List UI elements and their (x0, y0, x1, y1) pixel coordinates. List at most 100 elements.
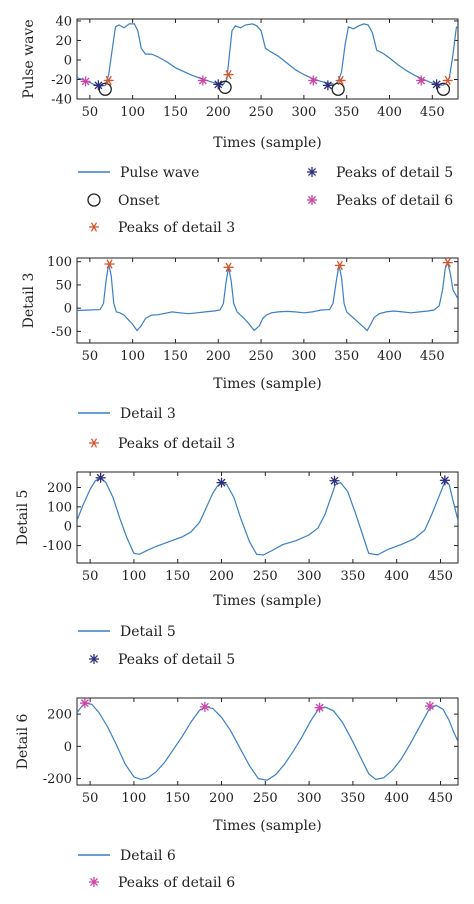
series-point (442, 75, 453, 86)
plot-frame (76, 471, 459, 564)
series-point-stroke (105, 75, 112, 86)
x-tick-label: 150 (165, 569, 190, 584)
x-tick-label: 300 (297, 569, 322, 584)
series-point-stroke (337, 75, 344, 86)
x-tick-label: 100 (122, 569, 147, 584)
x-axis-label: Times (sample) (213, 376, 321, 392)
series-point-stroke (225, 262, 232, 272)
series-point-stroke (336, 260, 343, 271)
x-tick-label: 350 (334, 349, 359, 364)
plot-frame (76, 18, 459, 100)
legend-swatch (87, 193, 101, 207)
series-point-stroke (309, 76, 318, 85)
series-point-stroke (417, 76, 426, 85)
legend-swatch (307, 167, 317, 177)
legend-label: Onset (118, 193, 160, 209)
chart-panel-1: 50 100 150 200 250 300 350 400 450 -40 -20 0 20 40 Tim… (21, 14, 459, 236)
legend-label: Peaks of detail 5 (118, 652, 235, 668)
chart-panel-2: 50 100 150 200 250 300 350 400 450 -50 0 50 100 Times… (21, 255, 459, 452)
series-point (314, 702, 325, 713)
series-point-stroke (94, 81, 103, 90)
x-tick-label: 300 (291, 105, 316, 120)
plot-area (77, 698, 458, 781)
legend: Detail 6 Peaks of detail 6 (78, 848, 235, 891)
series-point (431, 79, 442, 90)
x-axis-label: Times (sample) (213, 593, 321, 609)
series-point (331, 82, 345, 96)
x-tick-label: 400 (384, 791, 409, 806)
x-tick-label: 300 (291, 349, 316, 364)
series-point (93, 80, 104, 91)
legend-swatch (89, 438, 99, 448)
x-tick-label: 350 (334, 105, 359, 120)
legend-label: Peaks of detail 5 (336, 165, 453, 181)
series-point (329, 475, 340, 486)
y-axis-label: Pulse wave (21, 19, 37, 98)
y-tick-label: 50 (55, 278, 72, 293)
series-point-stroke (81, 77, 90, 86)
x-tick-label: 50 (82, 791, 99, 806)
series-point (436, 82, 451, 96)
y-axis-label: Detail 6 (15, 714, 31, 770)
x-tick-label: 50 (82, 105, 99, 120)
legend-swatch (307, 195, 317, 205)
series-point (95, 472, 106, 483)
y-tick-label: 200 (47, 481, 72, 496)
x-tick-label: 200 (209, 791, 234, 806)
series-point-stroke (225, 69, 232, 80)
series-point (213, 79, 224, 90)
y-axis-label: Detail 5 (15, 490, 31, 546)
x-tick-label: 350 (340, 569, 365, 584)
x-tick-label: 100 (120, 349, 145, 364)
x-tick-label: 250 (253, 569, 278, 584)
x-tick-label: 450 (428, 791, 453, 806)
legend-swatch (89, 654, 99, 664)
chart-panel-4: 50 100 150 200 250 300 350 400 450 -200 0 200 Times … (15, 697, 459, 891)
legend-label: Detail 5 (120, 624, 176, 640)
x-tick-label: 350 (340, 791, 365, 806)
y-tick-label: 0 (64, 53, 72, 68)
series-point-stroke (106, 259, 113, 269)
x-tick-label: 400 (384, 569, 409, 584)
series-point (199, 701, 210, 712)
series-point (80, 76, 91, 87)
series-point-stroke (425, 702, 434, 711)
series-point-stroke (80, 699, 89, 708)
legend-label: Peaks of detail 6 (118, 875, 235, 891)
x-axis-label: Times (sample) (213, 818, 321, 834)
series-point-stroke (315, 703, 324, 712)
legend-swatch-stroke (90, 655, 98, 663)
x-tick-label: 200 (206, 105, 231, 120)
series-point (98, 82, 112, 96)
x-tick-label: 50 (82, 569, 99, 584)
series-point (308, 75, 319, 86)
y-tick-label: -40 (51, 93, 72, 108)
legend-swatch-stroke (90, 438, 98, 448)
x-tick-label: 100 (120, 105, 145, 120)
y-tick-label: -200 (43, 772, 72, 787)
y-tick-label: 20 (55, 34, 72, 49)
series-point-stroke (432, 80, 441, 89)
plot-area (77, 472, 458, 556)
legend-label: Detail 3 (120, 406, 176, 422)
legend: Detail 5 Peaks of detail 5 (78, 624, 235, 668)
series-point (334, 260, 345, 271)
series-point (216, 477, 227, 488)
series-line (77, 477, 458, 556)
y-tick-label: -100 (43, 539, 72, 554)
series-point (322, 80, 333, 91)
series-point (439, 475, 450, 486)
x-tick-label: 400 (377, 105, 402, 120)
y-tick-label: -20 (51, 73, 72, 88)
x-tick-label: 450 (420, 349, 445, 364)
series-point (223, 69, 234, 80)
plot-frame (76, 697, 459, 786)
x-tick-label: 300 (297, 791, 322, 806)
x-tick-label: 50 (82, 349, 99, 364)
x-tick-label: 100 (122, 791, 147, 806)
series-point (197, 75, 208, 86)
legend-label: Peaks of detail 3 (118, 436, 235, 452)
x-tick-label: 150 (163, 105, 188, 120)
y-tick-label: 100 (47, 255, 72, 270)
